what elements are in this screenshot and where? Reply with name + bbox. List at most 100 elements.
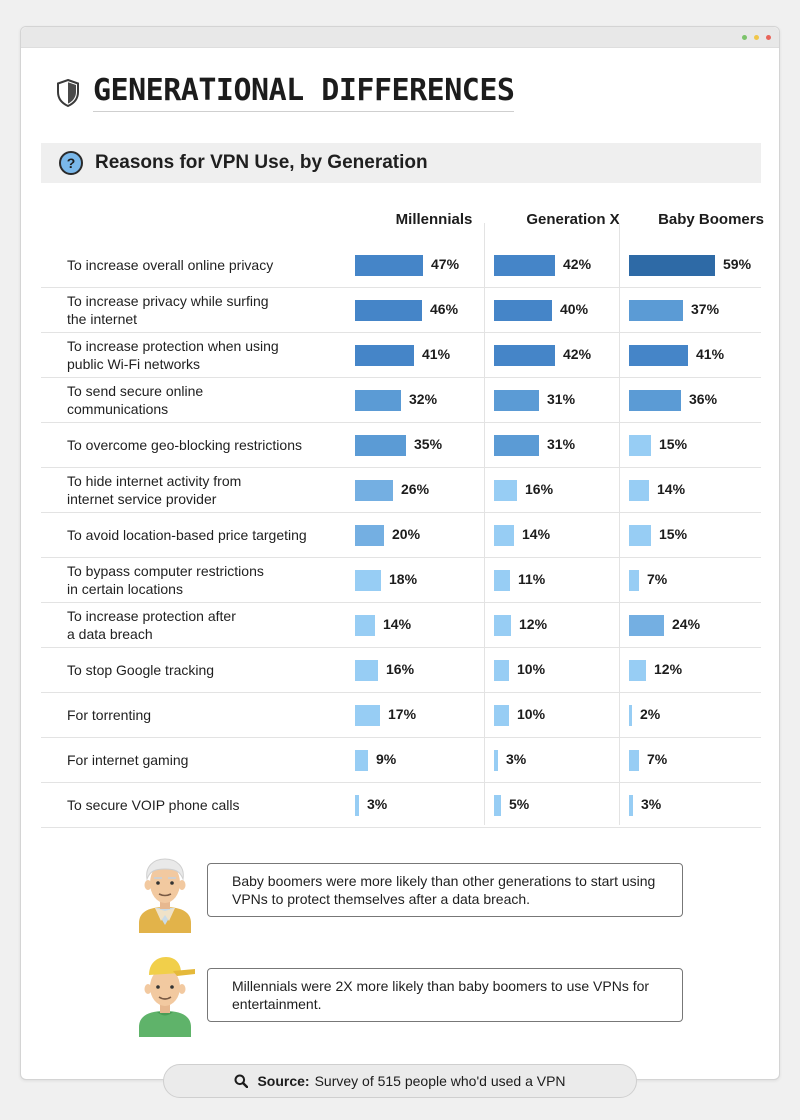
source-label: Source: xyxy=(257,1073,310,1089)
row-label: For internet gaming xyxy=(67,752,189,768)
bar-baby-boomers xyxy=(629,480,649,501)
value-label: 42% xyxy=(563,346,592,362)
bar-millennials xyxy=(355,525,384,546)
value-label: 11% xyxy=(518,571,546,587)
window-dot-red[interactable] xyxy=(766,35,771,40)
bar-generation-x xyxy=(494,480,517,501)
value-label: 14% xyxy=(522,526,551,542)
value-label: 15% xyxy=(659,436,688,452)
page-header: GENERATIONAL DIFFERENCES xyxy=(57,73,515,112)
bar-generation-x xyxy=(494,435,539,456)
callout-baby-boomers: Baby boomers were more likely than other… xyxy=(207,863,683,917)
value-label: 17% xyxy=(388,706,417,722)
value-label: 46% xyxy=(430,301,459,317)
value-label: 40% xyxy=(560,301,589,317)
row-label: To stop Google tracking xyxy=(67,662,215,678)
value-label: 16% xyxy=(386,661,415,677)
table-row: To overcome geo-blocking restrictions 35%… xyxy=(41,423,761,468)
column-header-baby-boomers: Baby Boomers xyxy=(658,211,764,228)
column-header-generation-x: Generation X xyxy=(526,211,620,228)
value-label: 15% xyxy=(659,526,688,542)
value-label: 31% xyxy=(547,436,576,452)
bar-generation-x xyxy=(494,570,510,591)
millennial-avatar xyxy=(139,957,195,1037)
table-row: To avoid location-based price targeting 2… xyxy=(41,513,761,558)
value-label: 32% xyxy=(409,391,438,407)
chart-title-bar: ? Reasons for VPN Use, by Generation xyxy=(41,143,761,183)
value-label: 12% xyxy=(519,616,548,632)
table-row: To secure VOIP phone calls 3% 5% 3% xyxy=(41,783,761,828)
table-row: To stop Google tracking 16% 10% 12% xyxy=(41,648,761,693)
bar-generation-x xyxy=(494,660,509,681)
value-label: 41% xyxy=(696,346,725,362)
row-label: For torrenting xyxy=(67,707,152,723)
callout-millennials: Millennials were 2X more likely than bab… xyxy=(207,968,683,1022)
question-icon: ? xyxy=(59,151,83,175)
row-label: To increase protection after a data breac… xyxy=(67,608,236,642)
chart-title: Reasons for VPN Use, by Generation xyxy=(95,152,428,173)
bar-baby-boomers xyxy=(629,525,651,546)
bar-millennials xyxy=(355,615,375,636)
bar-millennials xyxy=(355,390,401,411)
value-label: 12% xyxy=(654,661,683,677)
bar-generation-x xyxy=(494,345,555,366)
value-label: 26% xyxy=(401,481,430,497)
value-label: 9% xyxy=(376,751,397,767)
row-label: To increase privacy while surfing the int… xyxy=(67,293,269,327)
value-label: 47% xyxy=(431,256,460,272)
search-icon xyxy=(234,1074,249,1088)
row-label: To hide internet activity from internet s… xyxy=(67,473,242,507)
bar-baby-boomers xyxy=(629,255,715,276)
bar-baby-boomers xyxy=(629,345,688,366)
bar-millennials xyxy=(355,255,423,276)
value-label: 10% xyxy=(517,661,546,677)
row-label: To overcome geo-blocking restrictions xyxy=(67,437,302,453)
bar-baby-boomers xyxy=(629,435,651,456)
table-row: To bypass computer restrictions in certai… xyxy=(41,558,761,603)
table-row: To increase privacy while surfing the int… xyxy=(41,288,761,333)
row-label: To send secure online communications xyxy=(67,383,204,417)
bar-generation-x xyxy=(494,750,498,771)
row-label: To increase overall online privacy xyxy=(67,257,274,273)
vpn-reasons-chart: Millennials Generation X Baby Boomers To… xyxy=(41,199,764,828)
source-text: Survey of 515 people who'd used a VPN xyxy=(314,1073,566,1089)
row-label: To secure VOIP phone calls xyxy=(67,797,240,813)
value-label: 10% xyxy=(517,706,546,722)
row-label: To increase protection when using public … xyxy=(67,338,279,372)
value-label: 31% xyxy=(547,391,576,407)
bar-millennials xyxy=(355,570,381,591)
bar-baby-boomers xyxy=(629,615,664,636)
bar-baby-boomers xyxy=(629,570,639,591)
value-label: 59% xyxy=(723,256,752,272)
value-label: 7% xyxy=(647,571,668,587)
value-label: 5% xyxy=(509,796,530,812)
content-window: GENERATIONAL DIFFERENCES ? Reasons for V… xyxy=(20,26,780,1080)
bar-millennials xyxy=(355,795,359,816)
value-label: 7% xyxy=(647,751,668,767)
column-divider xyxy=(484,223,485,825)
bar-baby-boomers xyxy=(629,705,632,726)
bar-baby-boomers xyxy=(629,300,683,321)
window-dot-green[interactable] xyxy=(742,35,747,40)
column-divider xyxy=(619,223,620,825)
table-row: To increase protection after a data breac… xyxy=(41,603,761,648)
value-label: 16% xyxy=(525,481,554,497)
bar-millennials xyxy=(355,660,378,681)
table-row: To hide internet activity from internet s… xyxy=(41,468,761,513)
value-label: 36% xyxy=(689,391,718,407)
window-dot-yellow[interactable] xyxy=(754,35,759,40)
value-label: 37% xyxy=(691,301,720,317)
bar-millennials xyxy=(355,705,380,726)
bar-generation-x xyxy=(494,615,511,636)
value-label: 41% xyxy=(422,346,451,362)
bar-millennials xyxy=(355,345,414,366)
baby-boomer-avatar xyxy=(139,858,191,933)
bar-millennials xyxy=(355,300,422,321)
bar-generation-x xyxy=(494,525,514,546)
page-title: GENERATIONAL DIFFERENCES xyxy=(93,73,515,112)
shield-icon xyxy=(57,78,79,107)
value-label: 35% xyxy=(414,436,443,452)
table-row: For torrenting 17% 10% 2% xyxy=(41,693,761,738)
bar-millennials xyxy=(355,435,406,456)
column-header-millennials: Millennials xyxy=(395,211,473,228)
